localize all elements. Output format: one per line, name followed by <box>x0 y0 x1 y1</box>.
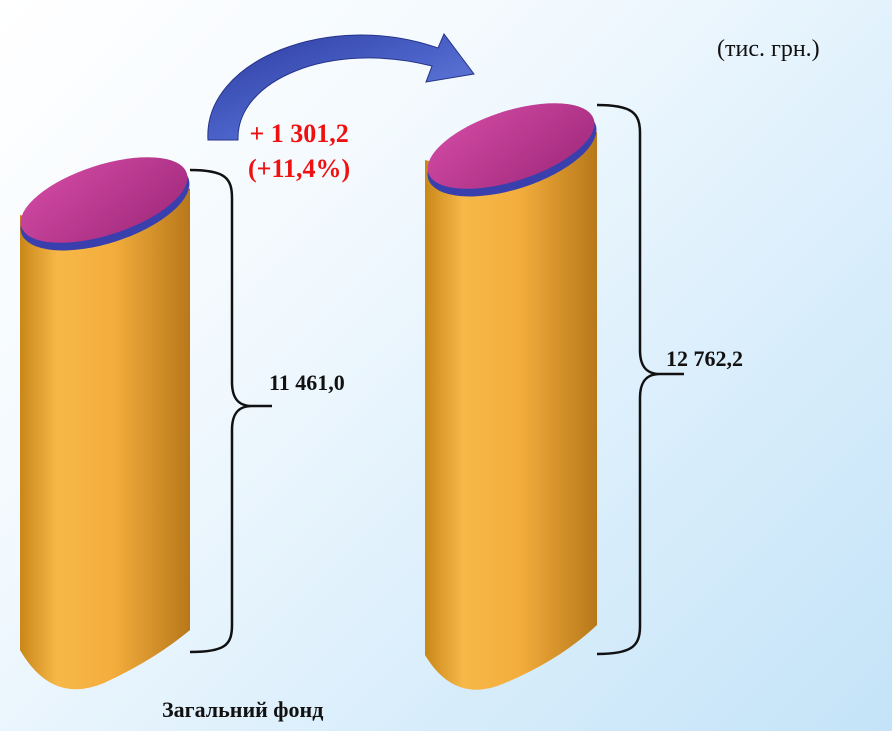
category-label: Загальний фонд <box>162 697 324 722</box>
data-label-1: 11 461,0 <box>269 370 345 395</box>
change-annotation: + 1 301,2 (+11,4%) <box>248 116 350 186</box>
growth-arrow <box>207 33 475 141</box>
unit-label: (тис. грн.) <box>717 36 820 62</box>
bar-cylinder-1 <box>20 157 190 690</box>
change-absolute: + 1 301,2 <box>249 119 349 148</box>
bracket-1 <box>189 168 253 654</box>
bar-1-top <box>20 157 188 243</box>
bar-1-body <box>20 188 190 690</box>
data-label-2: 12 762,2 <box>666 346 743 371</box>
bar-cylinder-2 <box>425 103 597 690</box>
change-percent: (+11,4%) <box>248 154 351 183</box>
bracket-2 <box>596 103 661 656</box>
bar-2-top <box>427 103 595 189</box>
bar-2-body <box>425 132 597 690</box>
